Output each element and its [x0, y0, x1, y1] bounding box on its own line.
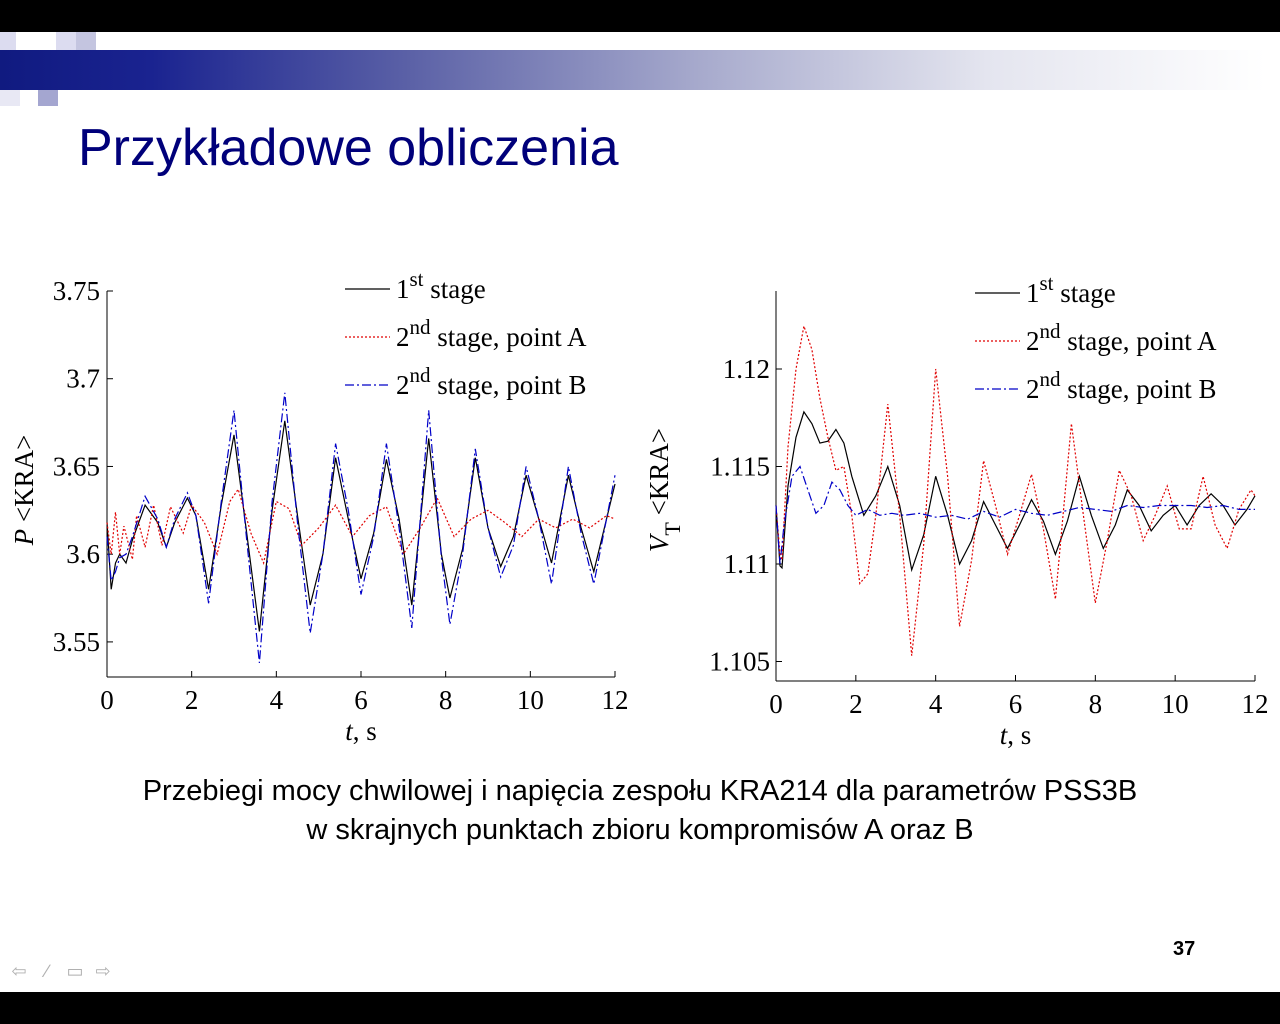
y-tick-label: 3.65 [53, 451, 100, 481]
x-tick-label: 10 [1162, 689, 1189, 719]
y-tick-label: 3.6 [66, 539, 100, 569]
x-tick-label: 2 [185, 685, 199, 715]
x-tick-label: 12 [1242, 689, 1269, 719]
legend-label-3: 2nd stage, point B [1026, 367, 1217, 404]
caption-line-2: w skrajnych punktach zbioru kompromisów … [306, 814, 974, 846]
x-tick-label: 4 [270, 685, 284, 715]
series-line-2 [106, 487, 616, 566]
pen-icon[interactable]: ∕ [45, 961, 49, 981]
caption-line-1: Przebiegi mocy chwilowej i napięcia zesp… [142, 775, 1138, 807]
deco-square-7 [0, 88, 20, 106]
title-banner [0, 50, 1265, 90]
legend-label-2: 2nd stage, point A [396, 315, 587, 352]
slide-title: Przykładowe obliczenia [78, 119, 619, 177]
x-axis-label: t, s [1000, 720, 1032, 750]
deco-square-4 [56, 32, 76, 52]
y-axis-label: P <KRA> [9, 435, 39, 547]
y-tick-label: 1.105 [709, 647, 770, 677]
x-tick-label: 4 [929, 689, 943, 719]
arrow-right-icon[interactable]: ⇨ [95, 961, 111, 981]
bottom-black-bar [0, 992, 1280, 1024]
chart-power: 0 2 4 6 8 10 12 3.55 3.6 3.65 3.7 3.75 t, s P <KRA> 1s… [9, 267, 629, 746]
y-tick-label: 3.7 [66, 364, 100, 394]
chart-voltage: 0 2 4 6 8 10 12 1.105 1.11 1.115 1.12 t, s VT <KRA> 1… [644, 271, 1269, 750]
series-line-1 [106, 420, 616, 632]
x-tick-label: 2 [849, 689, 863, 719]
x-tick-label: 6 [354, 685, 368, 715]
y-axis-label: VT <KRA> [644, 428, 685, 552]
legend-label-1: 1st stage [396, 267, 486, 304]
x-tick-label: 12 [602, 685, 629, 715]
x-tick-label: 8 [439, 685, 453, 715]
arrow-left-icon[interactable]: ⇦ [11, 961, 27, 981]
legend-label-2: 2nd stage, point A [1026, 319, 1217, 356]
page-number: 37 [1173, 938, 1196, 960]
y-tick-label: 1.12 [723, 354, 770, 384]
x-tick-label: 0 [769, 689, 783, 719]
y-tick-label: 3.75 [53, 276, 100, 306]
x-tick-label: 0 [100, 685, 114, 715]
y-tick-label: 1.115 [710, 452, 770, 482]
x-tick-label: 8 [1089, 689, 1103, 719]
x-tick-label: 10 [517, 685, 544, 715]
legend-label-1: 1st stage [1026, 271, 1116, 308]
legend-label-3: 2nd stage, point B [396, 363, 587, 400]
x-tick-label: 6 [1009, 689, 1023, 719]
y-tick-label: 1.11 [724, 549, 770, 579]
top-black-bar [0, 0, 1280, 32]
series-line-3 [775, 465, 1255, 565]
deco-square-6 [38, 88, 58, 106]
y-tick-label: 3.55 [53, 627, 100, 657]
x-axis-label: t, s [345, 716, 377, 746]
screen-icon[interactable]: ▭ [66, 961, 84, 981]
slide-nav: ⇦ ∕ ▭ ⇨ [8, 960, 114, 982]
series-line-3 [106, 392, 616, 664]
